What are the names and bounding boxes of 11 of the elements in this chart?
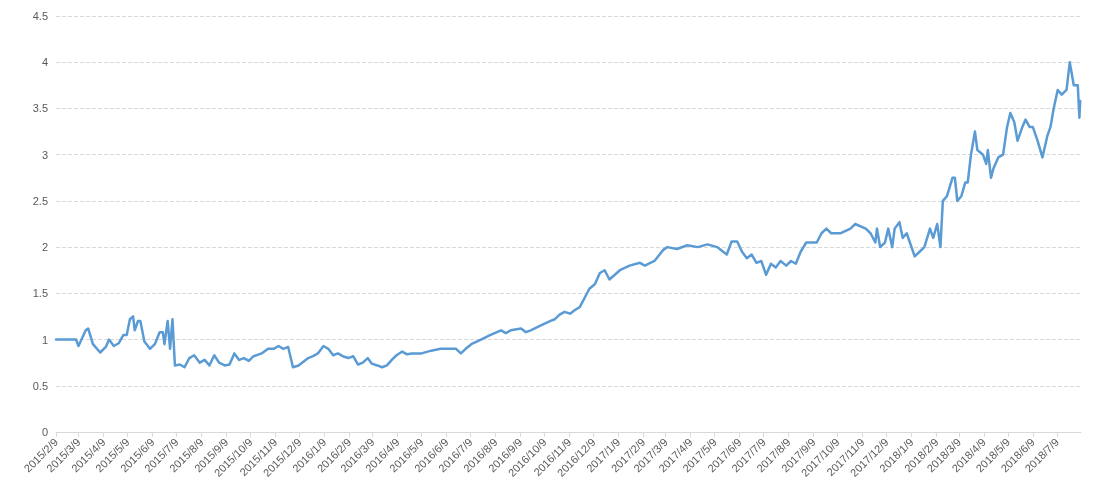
y-tick-label: 3	[41, 148, 48, 161]
y-tick-label: 4	[41, 56, 48, 69]
line-series	[54, 60, 1082, 369]
y-tick-label: 1	[41, 333, 48, 346]
y-tick-label: 0.5	[32, 379, 48, 392]
y-tick-label: 1.5	[32, 287, 48, 300]
y-tick-label: 4.5	[32, 10, 48, 22]
y-tick-label: 3.5	[32, 102, 48, 115]
y-tick-label: 0	[41, 426, 48, 438]
y-tick-label: 2	[41, 241, 48, 254]
y-tick-label: 2.5	[32, 194, 48, 207]
